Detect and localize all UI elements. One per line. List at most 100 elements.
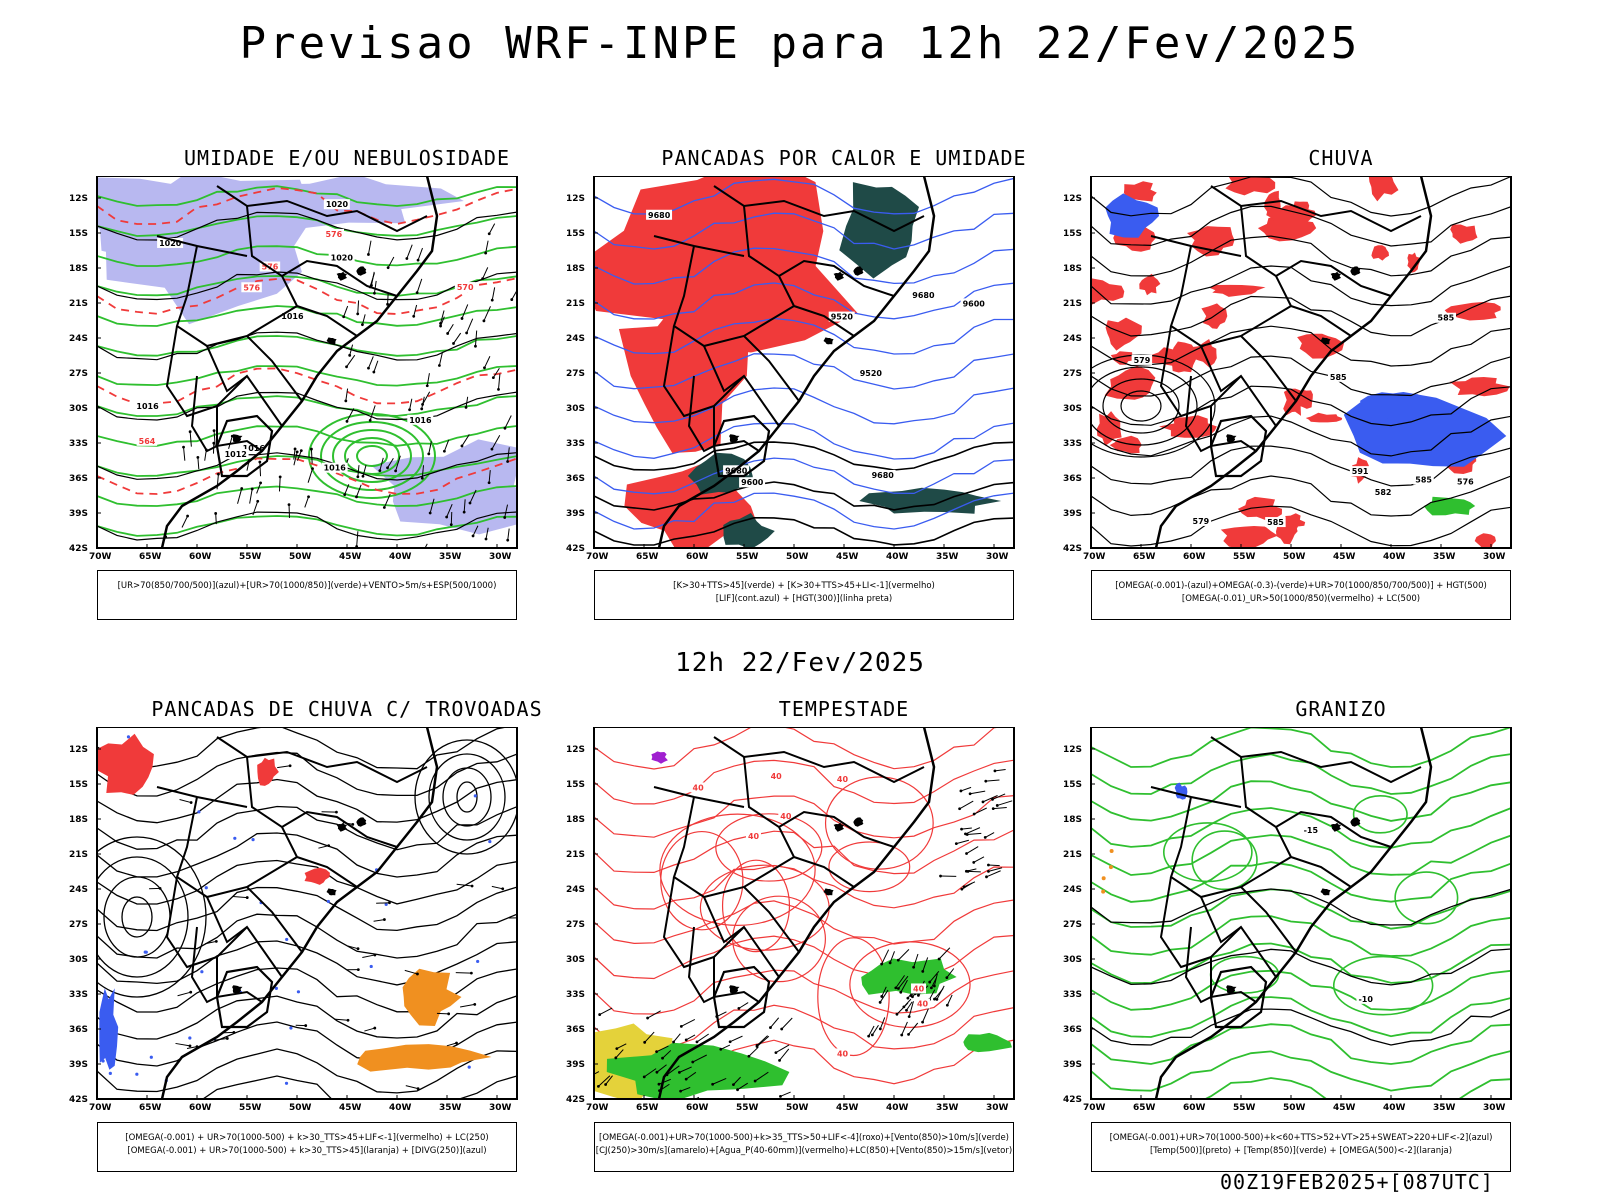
temp850-contour (1352, 795, 1408, 834)
wind850-vector-head (984, 779, 988, 783)
wind-vector-head (487, 232, 491, 236)
contour-label: 576 (243, 283, 260, 292)
legend-line: [K>30+TTS>45](verde) + [K>30+TTS>45+LI<-… (673, 581, 935, 591)
thunderstorm-area (304, 867, 330, 885)
wind850-vector (756, 1035, 770, 1047)
wind850-vector-head (960, 887, 964, 891)
wind850-vector (605, 1075, 613, 1085)
lon-tick-label: 70W (586, 552, 609, 562)
wind850-vector (666, 1065, 680, 1076)
lon-tick-label: 40W (886, 552, 909, 562)
contour-label: 1020 (159, 239, 182, 248)
lon-tick-label: 70W (1083, 1103, 1106, 1113)
wind-vector-head (439, 324, 442, 328)
streamline (97, 1048, 517, 1094)
pressure-isobar (97, 331, 517, 361)
wind850-vector-head (921, 1020, 924, 1024)
wind-vector (249, 488, 253, 504)
divergence-dot (233, 836, 237, 840)
state-border (1275, 810, 1392, 848)
wind850-vector (895, 975, 905, 989)
wind850-vector-head (991, 807, 995, 811)
lat-tick-label: 42S (69, 544, 88, 554)
lc850-contour (594, 829, 1014, 875)
lon-tick-label: 55W (239, 1103, 262, 1113)
lat-tick-label: 30S (1063, 404, 1082, 414)
wind850-vector-head (779, 1094, 782, 1098)
wind-vector-head (295, 450, 299, 454)
wind-vector-head (343, 493, 347, 497)
wind-vector (492, 367, 500, 378)
lon-tick-label: 40W (389, 552, 412, 562)
wind850-vector (780, 1091, 791, 1097)
lon-tick-label: 55W (1233, 1103, 1256, 1113)
contour-label-bg (646, 209, 673, 220)
coastline (160, 727, 439, 1099)
map-background (97, 727, 517, 1099)
legend-line: [OMEGA(-0.001) + UR>70(1000-500) + k>30_… (125, 1133, 489, 1143)
lon-tick-label: 30W (986, 552, 1009, 562)
wind850-vector-head (679, 1024, 683, 1028)
state-border (672, 796, 795, 899)
lake (1320, 888, 1331, 896)
wind-vector (367, 240, 372, 255)
lat-tick-label: 21S (566, 299, 585, 309)
wind850-vector (738, 1002, 749, 1009)
streamline-arrow-head (356, 947, 360, 951)
contour-label-bg (960, 298, 987, 309)
state-border (743, 205, 855, 337)
wind-vector-head (437, 364, 441, 367)
hgt300-contour (594, 441, 1014, 471)
lc850-contour (824, 776, 934, 870)
wind-vector-head (250, 487, 254, 491)
streamline-arrow-head (158, 886, 162, 890)
lon-tick-label: 70W (89, 1103, 112, 1113)
contour-label-bg (1455, 476, 1476, 487)
wind850-vector-head (655, 1070, 659, 1074)
temp850-contour (1091, 807, 1511, 849)
lc850-contour (594, 969, 1014, 1015)
wind850-vector (696, 1033, 709, 1043)
wind850-vector-head (657, 1082, 661, 1086)
thunderstorm-area (257, 757, 279, 786)
wind-vector-head (428, 511, 432, 515)
wind-vector (406, 244, 413, 259)
wind850-vector (986, 870, 1001, 878)
streamline-arrow-head (288, 764, 292, 768)
temp850-contour (1091, 996, 1511, 1038)
divergence-dot (188, 1036, 192, 1040)
divergence-dot (326, 899, 330, 904)
wind850-vector-head (615, 1047, 619, 1051)
wind-vector (504, 504, 509, 518)
contour-label: 40 (837, 775, 849, 784)
temp850-contour (1091, 888, 1511, 930)
wind850-vector (679, 1066, 692, 1073)
state-border (175, 796, 298, 899)
divergence-dot (488, 839, 492, 844)
lat-tick-label: 36S (1063, 1025, 1082, 1035)
panel-title: UMIDADE E/OU NEBULOSIDADE (183, 146, 511, 170)
wind-vector-head (356, 475, 360, 479)
wind-vector-head (506, 538, 510, 542)
wind-vector-head (307, 495, 310, 499)
rain-area (1237, 496, 1282, 520)
wind-vector (440, 316, 445, 327)
cyclone-contour (332, 429, 412, 483)
panel-title: PANCADAS POR CALOR E UMIDADE (661, 146, 1027, 170)
contour-label: 40 (771, 772, 783, 781)
wind850-vector (680, 1086, 691, 1092)
wind-vector (424, 543, 428, 548)
wind-vector (343, 305, 349, 317)
wind-vector (491, 287, 496, 301)
wind850-vector (644, 1031, 655, 1043)
map-layers: 585 585 591 585 585 579 582 579 576 (1091, 176, 1511, 548)
lake (823, 337, 834, 345)
wind850-vector (938, 947, 951, 960)
wind850-vector-head (993, 769, 997, 773)
map-layers: 9680 9680 9680 9680 9600 9600 9520 9520 (594, 176, 1014, 548)
wind-vector-head (452, 342, 455, 345)
wind850-vector (930, 977, 937, 989)
lake (336, 271, 347, 281)
lake (1226, 985, 1237, 994)
streamline-arrow-head (447, 1012, 451, 1016)
